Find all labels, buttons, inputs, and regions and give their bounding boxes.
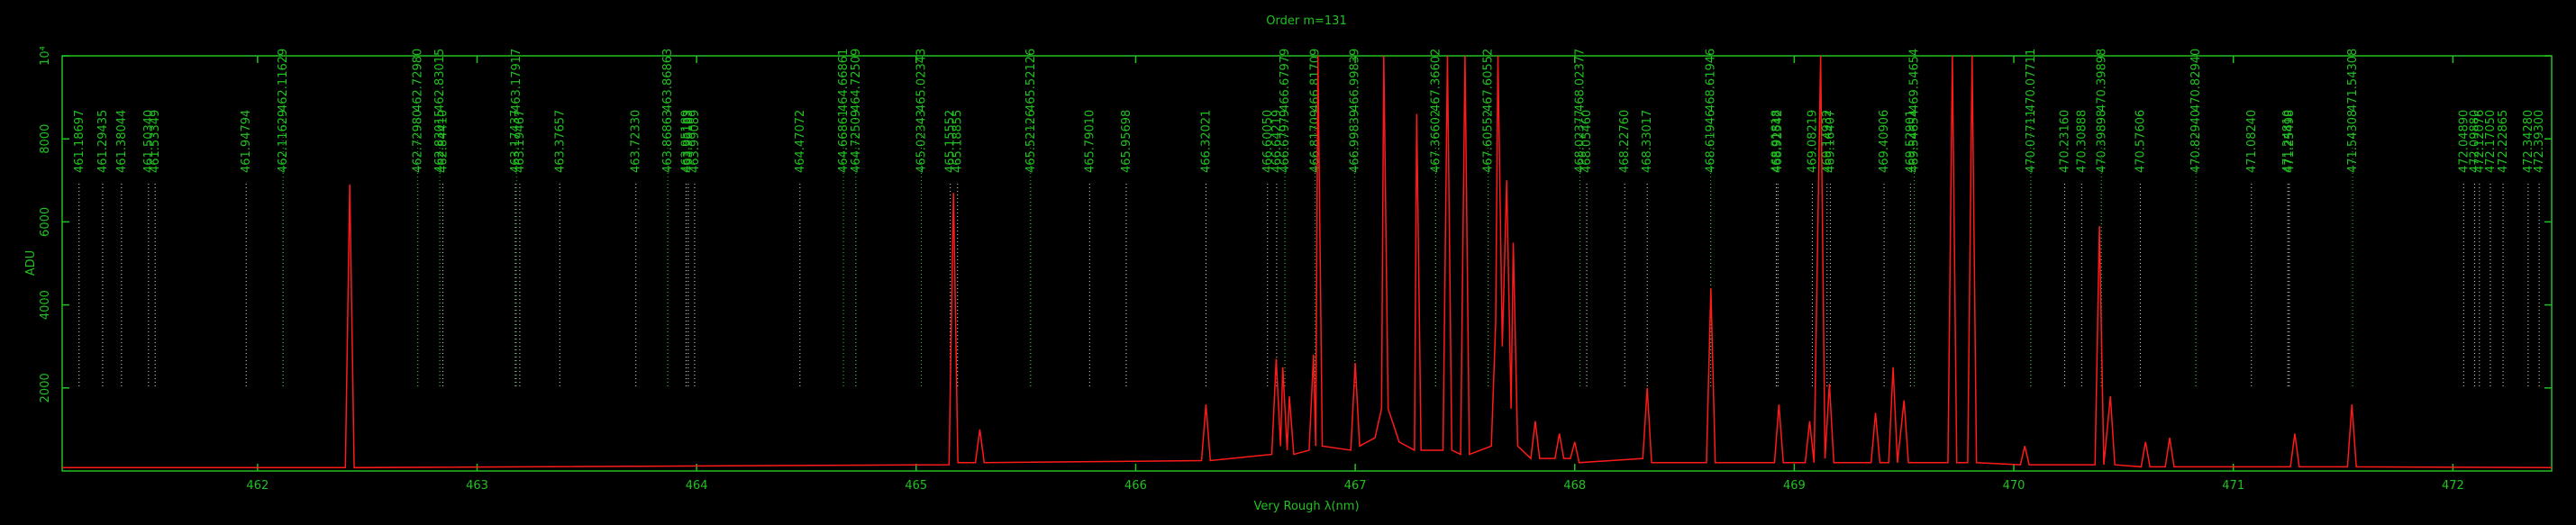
line-id-label: 465.02343: [915, 110, 929, 173]
line-id-label: 469.14932: [1821, 110, 1834, 173]
line-id-label: 463.96183: [682, 110, 696, 173]
line-id-label: 466.99839: [1349, 49, 1362, 112]
line-id-label: 472.34280: [2522, 110, 2535, 173]
line-id-label: 470.82940: [2189, 49, 2203, 112]
line-id-label: 472.04890: [2457, 110, 2471, 173]
line-id-label: 464.66861: [837, 49, 851, 112]
plot-frame: [61, 55, 2553, 472]
line-id-label: 468.61946: [1705, 49, 1718, 112]
line-id-label: 461.38044: [115, 110, 129, 173]
y-tick-label: 6000: [39, 207, 52, 237]
line-id-label: 463.17917: [510, 49, 523, 112]
line-id-label: 466.67979: [1279, 49, 1292, 112]
x-tick-label: 471: [2222, 479, 2244, 493]
line-id-label: 466.32021: [1199, 110, 1213, 173]
line-id-label: 466.81709: [1309, 49, 1323, 112]
line-id-label: 463.37657: [553, 110, 567, 173]
line-id-label: 469.08219: [1806, 110, 1819, 173]
line-id-label: 464.72509: [850, 49, 863, 112]
line-id-label: 462.84410: [437, 110, 451, 173]
line-id-label: 467.36602: [1429, 49, 1443, 112]
line-id-label: 463.99089: [688, 110, 702, 173]
line-id-label: 469.52901: [1904, 110, 1917, 173]
x-tick-label: 467: [1344, 479, 1367, 493]
line-id-label: 472.09880: [2468, 110, 2481, 173]
spectrum-line: [62, 56, 2552, 469]
line-id-label: 470.30888: [2075, 110, 2089, 173]
line-id-label: 469.16407: [1824, 110, 1837, 173]
y-tick-label: 8000: [39, 124, 52, 154]
x-tick-label: 464: [686, 479, 708, 493]
line-id-label: 465.15552: [944, 110, 958, 173]
line-id-label: 470.39898: [2095, 49, 2108, 112]
line-id-label: 465.79010: [1083, 110, 1097, 173]
x-tick-label: 472: [2442, 479, 2464, 493]
line-id-label: 468.02377: [1574, 49, 1588, 112]
line-id-label: 468.05460: [1580, 110, 1594, 173]
line-id-label: 465.18855: [951, 110, 965, 173]
line-id-label: 470.57606: [2134, 110, 2147, 173]
line-id-label: 469.40906: [1878, 110, 1891, 173]
line-id-label: 461.18697: [73, 110, 86, 173]
line-id-label: 468.33017: [1641, 110, 1654, 173]
line-id-label: 466.60050: [1261, 110, 1275, 173]
x-axis-label: Very Rough λ(nm): [1253, 500, 1359, 513]
line-id-label: 463.17437: [509, 110, 523, 173]
x-tick-label: 470: [2003, 479, 2025, 493]
line-id-label: 472.17050: [2484, 110, 2498, 173]
line-id-label: 465.95698: [1120, 110, 1133, 173]
line-id-label: 463.86863: [661, 49, 675, 112]
line-id-label: 463.95189: [679, 110, 693, 173]
line-id-label: 462.11629: [277, 49, 290, 112]
line-id-label: 468.92542: [1771, 110, 1785, 173]
line-id-label: 464.47072: [794, 110, 807, 173]
x-tick-label: 462: [246, 479, 269, 493]
x-tick-label: 463: [466, 479, 488, 493]
line-id-label: 471.54308: [2346, 49, 2360, 112]
line-id-label: 472.12076: [2473, 110, 2487, 173]
line-id-label: 461.29435: [96, 110, 110, 173]
line-id-label: 461.50340: [142, 110, 156, 173]
line-id-label: 472.39300: [2533, 110, 2546, 173]
chart-title: Order m=131: [1266, 14, 1346, 28]
line-id-label: 470.07711: [2025, 49, 2038, 112]
line-id-label: 466.64219: [1270, 110, 1284, 173]
line-id-label: 463.19467: [514, 110, 527, 173]
line-id-label: 469.54654: [1908, 49, 1922, 112]
line-id-label: 471.08240: [2245, 110, 2259, 173]
line-id-label: 470.23160: [2058, 110, 2071, 173]
line-id-label: 468.22760: [1618, 110, 1632, 173]
line-id-label: 462.83015: [433, 49, 447, 112]
x-tick-label: 465: [905, 479, 927, 493]
line-id-label: 471.24810: [2281, 110, 2295, 173]
line-id-label: 471.25498: [2283, 110, 2297, 173]
line-id-label: 468.91818: [1770, 110, 1783, 173]
line-id-label: 461.53349: [149, 110, 162, 173]
plot-area: [62, 56, 2552, 469]
line-id-label: 472.22865: [2497, 110, 2510, 173]
line-id-label: 467.60552: [1482, 49, 1496, 112]
line-id-label: 461.94794: [240, 110, 253, 173]
x-tick-label: 466: [1124, 479, 1147, 493]
x-tick-label: 468: [1563, 479, 1586, 493]
y-tick-label: 10⁴: [39, 46, 52, 66]
y-tick-label: 4000: [39, 290, 52, 320]
line-id-label: 465.52126: [1024, 49, 1038, 112]
line-id-label: 462.72980: [412, 49, 425, 112]
line-id-label: 463.72330: [630, 110, 643, 173]
y-tick-label: 2000: [39, 373, 52, 403]
line-id-label: 465.02343: [915, 49, 929, 112]
y-axis-label: ADU: [24, 250, 38, 276]
x-tick-label: 469: [1783, 479, 1806, 493]
